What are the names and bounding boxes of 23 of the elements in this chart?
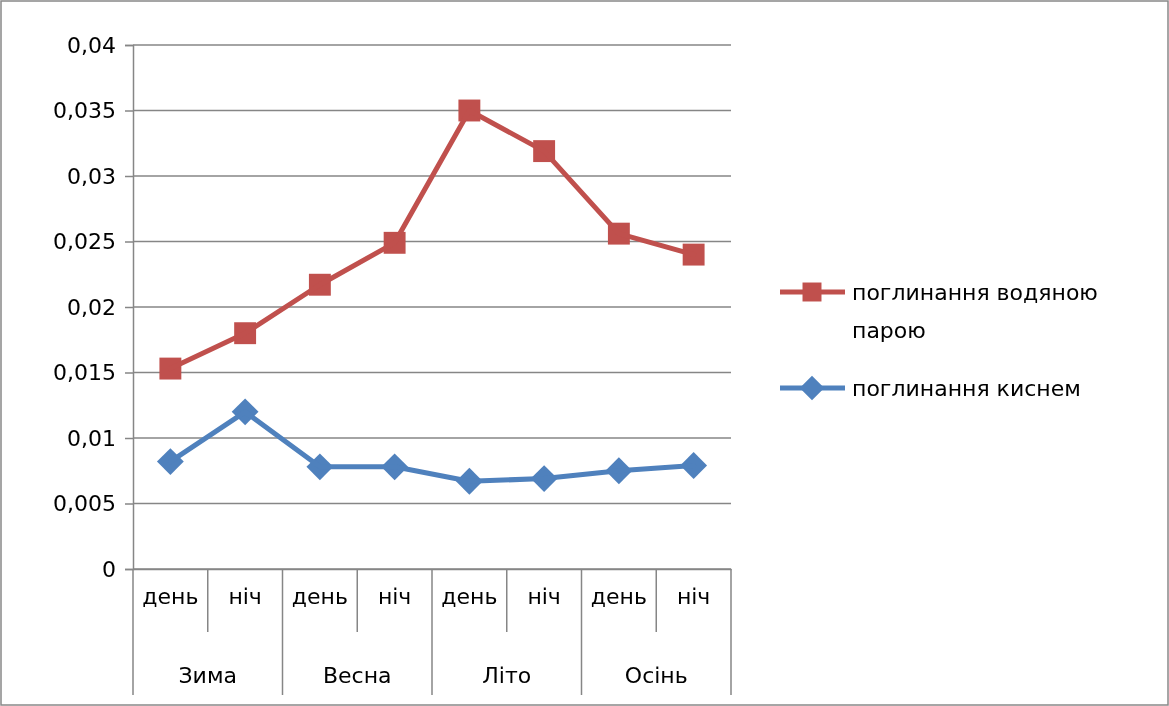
y-tick-label: 0,02 — [67, 294, 116, 320]
y-tick-label: 0 — [102, 556, 116, 582]
y-tick-label: 0,03 — [67, 163, 116, 189]
y-tick-label: 0,015 — [53, 360, 116, 386]
text: Осінь — [624, 663, 688, 688]
y-tick-label: 0,025 — [53, 229, 116, 255]
y-tick-label: 0,035 — [53, 98, 116, 124]
x-tick-label: ніч — [228, 584, 262, 609]
x-tick-label: ніч — [676, 584, 711, 609]
legend-label: поглинання киснем — [852, 376, 1081, 401]
y-tick-label: 0,01 — [67, 425, 116, 451]
x-tick-label: день — [441, 584, 498, 609]
x-tick-label: ніч — [527, 584, 561, 609]
x-tick-label: ніч — [377, 584, 412, 609]
y-tick-label: 0,005 — [53, 491, 116, 517]
text: Весна — [322, 663, 392, 688]
y-tick-label: 0,04 — [67, 32, 116, 58]
text: Зима — [178, 663, 237, 688]
x-tick-label: день — [142, 584, 199, 609]
text: Літо — [482, 663, 532, 688]
x-tick-label: день — [291, 584, 348, 609]
legend-label: поглинання водяною парою — [852, 280, 1098, 343]
x-tick-label: день — [590, 584, 647, 609]
